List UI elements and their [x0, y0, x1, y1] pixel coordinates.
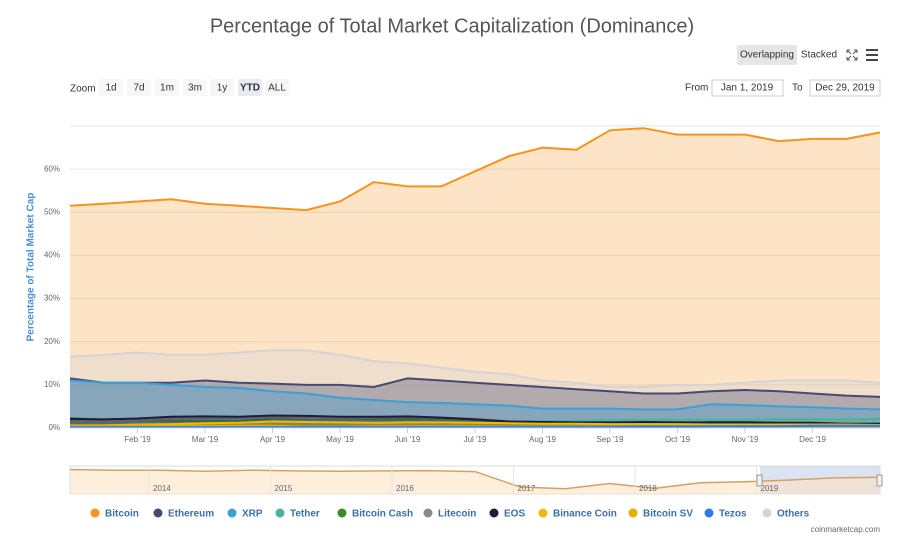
legend-marker [704, 508, 714, 518]
zoom-button-bg [155, 79, 179, 96]
fullscreen-icon[interactable] [846, 49, 858, 61]
legend-label[interactable]: Litecoin [438, 509, 476, 520]
x-tick-label: Feb '19 [124, 435, 151, 444]
legend-marker [762, 508, 772, 518]
zoom-label: Zoom [70, 84, 96, 95]
legend-marker [489, 508, 499, 518]
zoom-button[interactable]: YTD [240, 83, 260, 94]
x-tick-label: Nov '19 [732, 435, 759, 444]
series-line [69, 127, 881, 212]
legend-label[interactable]: Ethereum [168, 509, 214, 520]
series-line [70, 424, 880, 429]
y-tick-label: 50% [44, 207, 60, 216]
menu-icon[interactable] [866, 49, 878, 61]
y-tick-label: 0% [48, 423, 60, 432]
x-tick-label: Mar '19 [192, 435, 219, 444]
zoom-button[interactable]: 3m [188, 83, 202, 94]
zoom-button[interactable]: 7d [133, 83, 144, 94]
zoom-button[interactable]: ALL [268, 83, 286, 94]
legend-label[interactable]: Tether [290, 509, 320, 520]
series-line [69, 349, 881, 388]
y-tick-label: 30% [44, 294, 60, 303]
legend-marker [423, 508, 433, 518]
y-tick-label: 20% [44, 337, 60, 346]
navigator-label: 2018 [639, 484, 657, 493]
legend-label[interactable]: Bitcoin SV [643, 509, 693, 520]
x-tick-label: Dec '19 [799, 435, 826, 444]
zoom-button[interactable]: 1m [160, 83, 174, 94]
navigator-label: 2017 [518, 484, 536, 493]
legend-label[interactable]: Tezos [719, 509, 747, 520]
chart-title: Percentage of Total Market Capitalizatio… [210, 15, 694, 37]
legend-marker [90, 508, 100, 518]
to-box [809, 79, 881, 97]
view-button[interactable]: Overlapping [740, 50, 794, 61]
series-area [70, 128, 880, 428]
series-line [69, 420, 881, 427]
series-line [69, 379, 881, 411]
credit: coinmarketcap.com [811, 525, 881, 534]
legend-marker [153, 508, 163, 518]
view-button[interactable]: Stacked [801, 50, 837, 61]
legend-label[interactable]: Bitcoin [105, 509, 139, 520]
y-tick-label: 60% [44, 164, 60, 173]
navigator-area [70, 469, 880, 494]
navigator-line [69, 468, 881, 490]
series-line [69, 414, 880, 425]
x-tick-label: May '19 [326, 435, 354, 444]
to-label: To [792, 83, 803, 94]
to-input[interactable]: Dec 29, 2019 [815, 83, 875, 94]
x-tick-label: Sep '19 [597, 435, 624, 444]
button-bg [737, 45, 797, 65]
zoom-button-bg [210, 79, 234, 96]
from-box [711, 79, 784, 97]
y-axis-label: Percentage of Total Market Cap [26, 193, 37, 342]
series-line [69, 377, 881, 398]
x-tick-label: Apr '19 [260, 435, 286, 444]
zoom-button-bg [99, 79, 123, 96]
navigator-label: 2016 [396, 484, 414, 493]
navigator-label: 2015 [275, 484, 293, 493]
legend-marker [628, 508, 638, 518]
navigator-handle[interactable] [876, 474, 883, 487]
legend-label[interactable]: EOS [504, 509, 525, 520]
y-tick-label: 10% [44, 380, 60, 389]
navigator-label: 2019 [761, 484, 779, 493]
zoom-button[interactable]: 1d [105, 83, 116, 94]
zoom-button-bg [265, 79, 289, 96]
legend-label[interactable]: Others [777, 509, 810, 520]
zoom-button-bg [127, 79, 151, 96]
from-label: From [685, 83, 708, 94]
x-tick-label: Jul '19 [464, 435, 487, 444]
zoom-button-bg [238, 79, 262, 96]
x-tick-label: Aug '19 [529, 435, 556, 444]
legend-marker [275, 508, 285, 518]
y-tick-label: 40% [44, 251, 60, 260]
legend-label[interactable]: XRP [242, 509, 263, 520]
from-input[interactable]: Jan 1, 2019 [721, 83, 774, 94]
navigator-handle[interactable] [756, 474, 763, 487]
navigator-label: 2014 [153, 484, 171, 493]
zoom-button[interactable]: 1y [217, 83, 228, 94]
zoom-button-bg [183, 79, 207, 96]
legend-marker [538, 508, 548, 518]
x-tick-label: Oct '19 [665, 435, 691, 444]
legend-marker [337, 508, 347, 518]
legend-label[interactable]: Binance Coin [553, 509, 617, 520]
legend-marker [227, 508, 237, 518]
x-tick-label: Jun '19 [395, 435, 421, 444]
legend-label[interactable]: Bitcoin Cash [352, 509, 413, 520]
